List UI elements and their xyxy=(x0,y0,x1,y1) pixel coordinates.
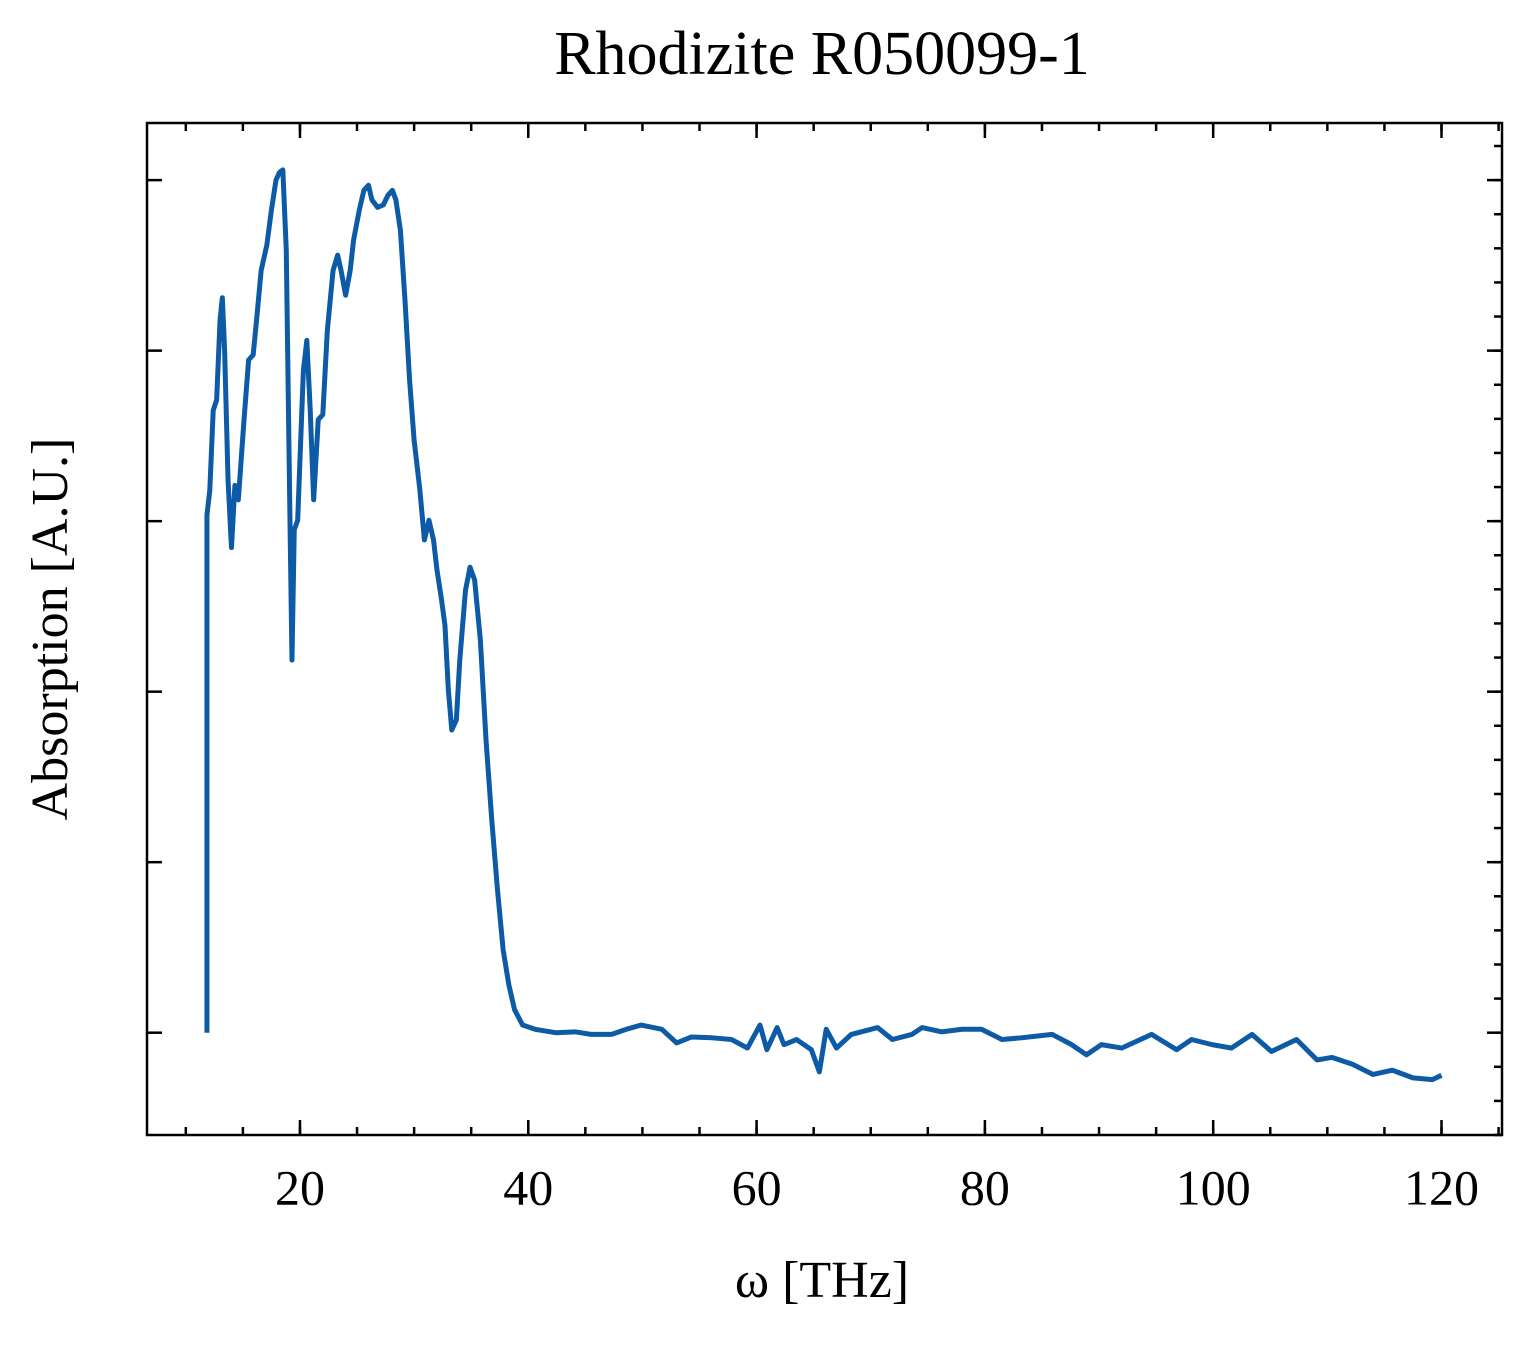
x-tick-label: 80 xyxy=(960,1159,1010,1215)
x-tick-label: 60 xyxy=(732,1159,782,1215)
plot-frame xyxy=(145,121,1504,1137)
x-tick-label: 120 xyxy=(1404,1159,1479,1215)
x-axis-label: ω [THz] xyxy=(735,1252,909,1309)
x-tick-label: 100 xyxy=(1176,1159,1251,1215)
y-axis-label: Absorption [A.U.] xyxy=(22,438,79,821)
chart-title: Rhodizite R050099-1 xyxy=(554,20,1090,88)
x-tick-label: 20 xyxy=(275,1159,325,1215)
x-tick-label: 40 xyxy=(503,1159,553,1215)
data-line xyxy=(204,167,1443,1083)
